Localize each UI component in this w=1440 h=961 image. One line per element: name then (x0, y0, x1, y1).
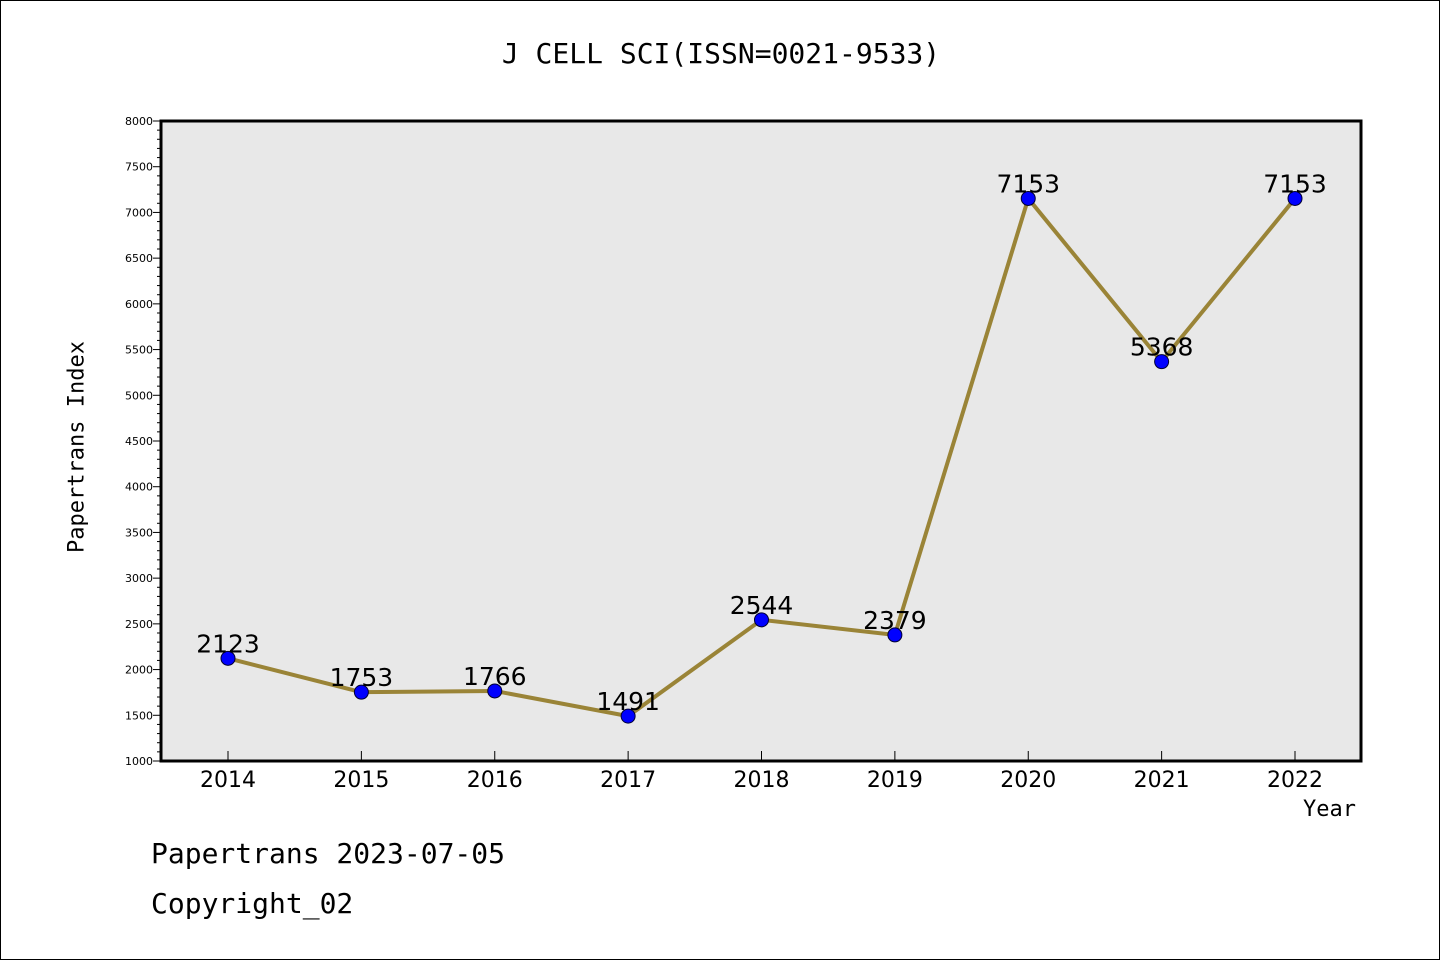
footer-copyright: Copyright_02 (151, 887, 354, 920)
data-point (620, 708, 636, 724)
y-tick-label: 2000 (125, 664, 153, 677)
footer-date: Papertrans 2023-07-05 (151, 837, 506, 870)
y-tick-label: 3000 (125, 572, 153, 585)
y-tick-label: 5000 (125, 389, 153, 402)
y-tick-label: 7500 (125, 161, 153, 174)
x-tick-label: 2014 (200, 768, 256, 793)
x-tick-label: 2022 (1267, 768, 1323, 793)
data-point (1287, 190, 1303, 206)
x-axis-label: Year (1303, 797, 1356, 822)
data-label: 1491 (596, 687, 660, 716)
data-point (353, 684, 369, 700)
y-tick-label: 7000 (125, 206, 153, 219)
x-tick-label: 2020 (1000, 768, 1056, 793)
data-point (487, 683, 503, 699)
y-tick-label: 6000 (125, 298, 153, 311)
y-tick-label: 1500 (125, 709, 153, 722)
y-axis-label: Papertrans Index (64, 341, 90, 553)
data-point (220, 650, 236, 666)
data-label: 5368 (1130, 333, 1194, 362)
x-tick-label: 2021 (1134, 768, 1190, 793)
x-tick-label: 2019 (867, 768, 923, 793)
y-tick-label: 4500 (125, 435, 153, 448)
data-point (1020, 190, 1036, 206)
y-tick-label: 4000 (125, 481, 153, 494)
y-tick-label: 1000 (125, 755, 153, 768)
data-label: 2544 (730, 591, 794, 620)
data-point (754, 612, 769, 628)
plot-area (161, 121, 1361, 761)
data-label: 7153 (1263, 169, 1327, 198)
data-label: 1766 (463, 662, 527, 691)
data-point (1154, 354, 1170, 370)
data-label: 2123 (196, 629, 260, 658)
x-tick-label: 2017 (600, 768, 656, 793)
y-tick-label: 6500 (125, 252, 153, 265)
y-tick-label: 2500 (125, 618, 153, 631)
x-tick-label: 2015 (333, 768, 389, 793)
x-tick-label: 2018 (734, 768, 790, 793)
x-tick-label: 2016 (467, 768, 523, 793)
y-tick-label: 5500 (125, 344, 153, 357)
data-point (887, 627, 903, 643)
chart-title: J CELL SCI(ISSN=0021-9533) (501, 37, 941, 70)
plot-border (159, 119, 1363, 763)
data-label: 1753 (330, 663, 394, 692)
data-label: 2379 (863, 606, 927, 635)
data-label: 7153 (996, 169, 1060, 198)
y-tick-label: 8000 (125, 115, 153, 128)
y-tick-label: 3500 (125, 526, 153, 539)
